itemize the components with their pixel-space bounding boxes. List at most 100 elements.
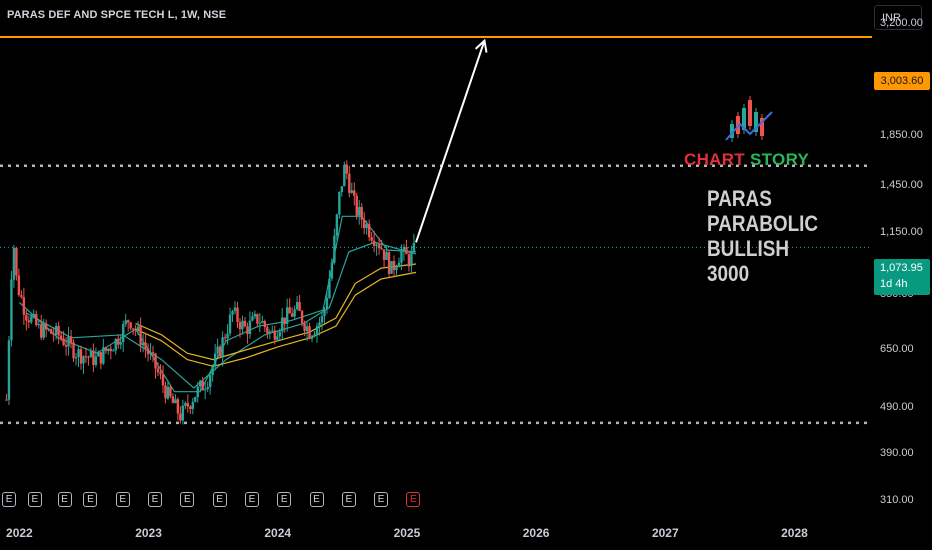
candle-up	[208, 375, 212, 387]
candle-down	[380, 248, 383, 250]
candle-up	[97, 352, 100, 357]
y-tick-label: 390.00	[880, 447, 914, 460]
arrow-head	[474, 38, 488, 53]
candle-down	[5, 399, 8, 401]
candle-down	[283, 317, 286, 324]
candle-down	[348, 173, 351, 193]
currency-selector[interactable]: INR	[874, 5, 922, 30]
earnings-event-marker[interactable]: E	[406, 492, 421, 507]
candle-down	[92, 350, 95, 365]
candle-up	[211, 366, 214, 376]
candle-down	[156, 368, 160, 373]
candle-down	[370, 237, 373, 241]
candle-down	[176, 399, 180, 414]
candle-up	[318, 322, 321, 327]
earnings-event-marker[interactable]: E	[148, 492, 163, 507]
candle-down	[164, 385, 167, 399]
earnings-event-marker[interactable]: E	[27, 492, 42, 507]
earnings-event-marker[interactable]: E	[57, 492, 72, 507]
x-tick-label: 2022	[6, 526, 33, 540]
earnings-event-marker[interactable]: E	[2, 492, 17, 507]
candle-down	[69, 336, 73, 343]
candle-down	[387, 252, 391, 274]
candle-up	[181, 405, 185, 421]
annotation-line: PARABOLIC	[707, 211, 819, 236]
candle-up	[315, 326, 319, 335]
candle-down	[273, 330, 276, 340]
candle-up	[271, 330, 274, 332]
x-tick-label: 2023	[135, 526, 162, 540]
candle-up	[174, 399, 177, 404]
candle-up	[320, 315, 324, 323]
candle-up	[313, 334, 316, 337]
earnings-event-marker[interactable]: E	[309, 492, 324, 507]
candle-down	[45, 323, 48, 330]
candle-up	[330, 262, 334, 279]
candle-down	[246, 326, 249, 335]
earnings-event-marker[interactable]: E	[115, 492, 130, 507]
symbol-title[interactable]: PARAS DEF AND SPCE TECH L, 1W, NSE	[7, 9, 227, 21]
candle-up	[276, 336, 279, 340]
candle-down	[363, 219, 366, 229]
candle-up	[10, 279, 13, 341]
candle-down	[186, 403, 190, 407]
candle-down	[159, 372, 162, 375]
projection-arrow[interactable]	[415, 38, 488, 243]
logo-candle-body	[760, 118, 764, 136]
earnings-event-marker[interactable]: E	[212, 492, 227, 507]
candle-down	[40, 324, 43, 338]
candle-down	[288, 307, 291, 314]
candle-up	[350, 190, 353, 193]
candle-up	[47, 329, 50, 331]
candle-down	[303, 323, 306, 332]
candle-down	[171, 396, 175, 404]
earnings-event-marker[interactable]: E	[83, 492, 98, 507]
arrow-shaft	[415, 40, 486, 243]
candle-up	[184, 403, 187, 406]
candle-up	[251, 316, 254, 321]
earnings-event-marker[interactable]: E	[341, 492, 356, 507]
earnings-event-marker[interactable]: E	[244, 492, 259, 507]
candle-up	[89, 350, 93, 358]
candle-up	[305, 326, 309, 332]
candle-down	[27, 320, 31, 323]
earnings-event-marker[interactable]: E	[277, 492, 292, 507]
candle-up	[328, 278, 331, 298]
logo-candle-body	[742, 108, 746, 130]
candle-down	[20, 295, 23, 298]
earnings-event-marker[interactable]: E	[180, 492, 195, 507]
candle-up	[102, 347, 105, 364]
candle-up	[114, 338, 117, 351]
candle-down	[355, 195, 358, 216]
candle-up	[124, 320, 127, 325]
candle-up	[196, 386, 199, 397]
candle-up	[7, 340, 11, 400]
last-price-value: 1,073.95	[880, 262, 923, 274]
candle-down	[99, 352, 103, 364]
chart-story-logo	[725, 96, 773, 142]
candle-down	[131, 328, 135, 330]
annotation-line: 3000	[707, 261, 750, 286]
candle-down	[126, 320, 130, 323]
candle-down	[151, 352, 155, 354]
moving-average-line	[135, 271, 417, 367]
earnings-event-marker[interactable]: E	[374, 492, 389, 507]
candle-down	[134, 328, 137, 331]
candle-down	[64, 344, 68, 347]
candle-up	[204, 389, 207, 391]
chart-annotation[interactable]: PARAS PARABOLIC BULLISH 3000	[707, 186, 818, 286]
candle-up	[365, 224, 368, 229]
candle-up	[343, 164, 346, 187]
candle-down	[372, 240, 376, 246]
candle-down	[117, 338, 120, 345]
x-tick-label: 2024	[264, 526, 292, 540]
candle-down	[238, 322, 242, 330]
y-tick-label: 310.00	[880, 494, 914, 507]
candle-up	[107, 348, 110, 352]
logo-candle-body	[754, 112, 758, 132]
candle-up	[199, 380, 202, 387]
candle-up	[340, 186, 344, 192]
candle-up	[295, 302, 299, 310]
candle-up	[293, 309, 296, 317]
